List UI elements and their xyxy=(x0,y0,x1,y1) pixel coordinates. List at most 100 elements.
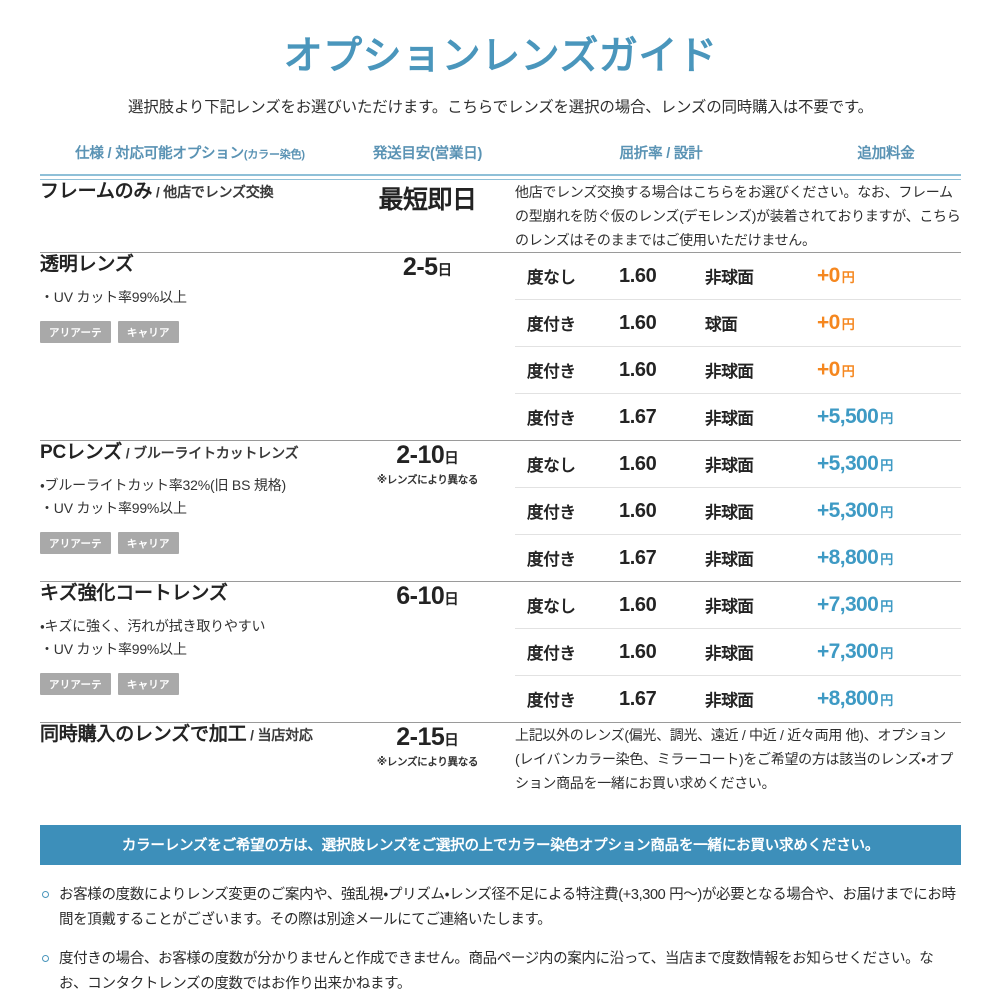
option-price-value: +8,800 xyxy=(817,687,879,711)
shipping-cell: 最短即日 xyxy=(340,180,515,253)
option-price-currency: 円 xyxy=(880,693,894,709)
table-row: 同時購入のレンズで加工 / 当店対応 2-15日 ※レンズにより異なる 上記以外のレン… xyxy=(40,722,961,796)
option-tag-badge: アリアーテ xyxy=(40,532,111,554)
option-price-currency: 円 xyxy=(880,458,894,474)
spec-bullet-list: ・キズに強く、汚れが拭き取りやすい ・UV カット率99%以上 xyxy=(40,615,340,661)
option-refractive-index: 1.67 xyxy=(619,393,705,441)
spec-title-main: PCレンズ xyxy=(40,442,123,464)
shipping-estimate-unit: 日 xyxy=(444,733,459,750)
price-option-row: 度付き 1.67 非球面 +8,800 円 xyxy=(515,675,961,723)
price-option-row: 度付き 1.60 非球面 +5,300 円 xyxy=(515,487,961,535)
table-row: 透明レンズ ・UV カット率99%以上 アリアーテ キャリア 2-5日 度なし 1.60 非球… xyxy=(40,252,961,441)
shipping-estimate: 最短即日 xyxy=(340,180,515,216)
spec-bullet-list: ・ブルーライトカット率32%(旧 BS 規格) ・UV カット率99%以上 xyxy=(40,474,340,520)
price-option-row: 度付き 1.60 非球面 +7,300 円 xyxy=(515,628,961,676)
description-cell: 他店でレンズ交換する場合はこちらをお選びください。なお、フレームの型崩れを防ぐ仮… xyxy=(515,180,961,253)
spec-title-main: フレームのみ xyxy=(40,180,153,202)
option-tag-badge: キャリア xyxy=(117,320,179,343)
shipping-estimate-value: 6-10 xyxy=(396,582,445,611)
note-bullet-icon xyxy=(42,891,49,899)
option-price: +7,300 円 xyxy=(817,582,961,629)
option-design: 非球面 xyxy=(705,346,817,394)
note-bullet-icon xyxy=(42,955,49,963)
shipping-cell: 6-10日 xyxy=(340,581,515,723)
table-row: フレームのみ / 他店でレンズ交換 最短即日 他店でレンズ交換する場合はこちらをお選… xyxy=(40,180,961,253)
option-power: 度なし xyxy=(527,457,576,476)
spec-title-main: 透明レンズ xyxy=(40,254,134,276)
option-refractive-index: 1.60 xyxy=(619,299,705,347)
price-options-cell: 度なし 1.60 非球面 +0 円度付き 1.60 球面 +0 円度付き 1.60 非球面 +0 円度付… xyxy=(515,252,961,441)
footer-note: お客様の度数によりレンズ変更のご案内や、強乱視・プリズム・レンズ径不足による特注… xyxy=(40,883,961,933)
option-price: +0 円 xyxy=(817,253,961,300)
spec-cell: PCレンズ / ブルーライトカットレンズ・ブルーライトカット率32%(旧 BS … xyxy=(40,440,340,582)
column-header-spec: 仕様 / 対応可能オプション(カラー染色) xyxy=(40,141,340,174)
spec-bullet-item: ・ブルーライトカット率32%(旧 BS 規格) xyxy=(40,476,286,493)
option-power: 度なし xyxy=(527,269,576,288)
shipping-estimate: 6-10日 xyxy=(340,582,515,611)
price-options-table: 度なし 1.60 非球面 +5,300 円度付き 1.60 非球面 +5,300 円度付き 1.6… xyxy=(515,441,961,582)
option-design: 非球面 xyxy=(705,628,817,676)
column-header-index-design: 屈折率 / 設計 xyxy=(619,145,703,162)
shipping-cell: 2-10日 ※レンズにより異なる xyxy=(340,440,515,582)
shipping-estimate-value: 2-10 xyxy=(396,441,445,470)
option-price-currency: 円 xyxy=(841,364,855,380)
footer-note-text: 度付きの場合、お客様の度数が分かりませんと作成できません。商品ページ内の案内に沿… xyxy=(59,951,934,993)
spec-title: PCレンズ / ブルーライトカットレンズ xyxy=(40,441,340,466)
option-price: +0 円 xyxy=(817,299,961,347)
option-tag-list: アリアーテ キャリア xyxy=(40,673,340,695)
description-text: 上記以外のレンズ(偏光、調光、遠近 / 中近 / 近々両用 他)、オプション(レ… xyxy=(515,727,954,792)
shipping-estimate-unit: 日 xyxy=(437,263,453,280)
option-refractive-index: 1.67 xyxy=(619,675,705,723)
option-price-currency: 円 xyxy=(880,599,894,615)
spec-bullet-item: ・UV カット率99%以上 xyxy=(40,499,187,516)
option-tag-list: アリアーテ キャリア xyxy=(40,532,340,554)
column-header-index-price: 屈折率 / 設計 追加料金 xyxy=(515,141,961,174)
footer-note: 度付きの場合、お客様の度数が分かりませんと作成できません。商品ページ内の案内に沿… xyxy=(40,947,961,997)
spec-cell: 透明レンズ・UV カット率99%以上 アリアーテ キャリア xyxy=(40,252,340,441)
lens-options-table: 仕様 / 対応可能オプション(カラー染色) 発送目安(営業日) 屈折率 / 設計… xyxy=(40,141,961,796)
option-refractive-index: 1.67 xyxy=(619,534,705,582)
option-tag-badge: アリアーテ xyxy=(40,320,111,343)
spec-bullet-item: ・UV カット率99%以上 xyxy=(40,640,187,657)
shipping-estimate: 2-15日 xyxy=(340,723,515,752)
shipping-estimate-value: 最短即日 xyxy=(378,185,477,214)
option-tag-badge: キャリア xyxy=(117,532,179,554)
shipping-estimate-value: 2-5 xyxy=(402,253,438,282)
shipping-estimate-value: 2-15 xyxy=(396,723,445,752)
price-option-row: 度なし 1.60 非球面 +5,300 円 xyxy=(515,441,961,488)
color-lens-banner: カラーレンズをご希望の方は、選択肢レンズをご選択の上でカラー染色オプション商品を… xyxy=(40,825,961,866)
footer-note-text: お客様の度数によりレンズ変更のご案内や、強乱視・プリズム・レンズ径不足による特注… xyxy=(59,887,956,929)
price-option-row: 度なし 1.60 非球面 +0 円 xyxy=(515,253,961,300)
table-body: フレームのみ / 他店でレンズ交換 最短即日 他店でレンズ交換する場合はこちらをお選… xyxy=(40,180,961,796)
footer-notes: お客様の度数によりレンズ変更のご案内や、強乱視・プリズム・レンズ径不足による特注… xyxy=(40,883,961,997)
price-options-table: 度なし 1.60 非球面 +0 円度付き 1.60 球面 +0 円度付き 1.60 非球面 +0 円度付… xyxy=(515,253,961,441)
option-design: 非球面 xyxy=(705,675,817,723)
option-price: +8,800 円 xyxy=(817,534,961,582)
option-price-value: +7,300 xyxy=(817,640,879,664)
option-price-value: +7,300 xyxy=(817,593,879,617)
option-price-value: +0 xyxy=(817,311,840,335)
option-power: 度付き xyxy=(515,487,619,535)
spec-bullet-list: ・UV カット率99%以上 xyxy=(40,286,340,309)
option-price-value: +0 xyxy=(817,264,840,288)
option-price-currency: 円 xyxy=(880,411,894,427)
spec-title: 透明レンズ xyxy=(40,253,340,278)
spec-bullet-item: ・キズに強く、汚れが拭き取りやすい xyxy=(40,617,266,634)
option-tag-list: アリアーテ キャリア xyxy=(40,320,340,343)
shipping-estimate: 2-10日 xyxy=(340,441,515,470)
option-price-value: +0 xyxy=(817,358,840,382)
shipping-estimate: 2-5日 xyxy=(340,253,515,282)
option-price-value: +5,300 xyxy=(817,499,879,523)
page-subtitle: 選択肢より下記レンズをお選びいただけます。こちらでレンズを選択の場合、レンズの同… xyxy=(128,98,873,116)
price-options-table: 度なし 1.60 非球面 +7,300 円度付き 1.60 非球面 +7,300 円度付き 1.6… xyxy=(515,582,961,723)
option-price: +5,300 円 xyxy=(817,441,961,488)
price-option-row: 度付き 1.60 非球面 +0 円 xyxy=(515,346,961,394)
option-design: 非球面 xyxy=(705,534,817,582)
option-design: 非球面 xyxy=(705,598,754,617)
option-price-currency: 円 xyxy=(841,317,855,333)
option-price: +0 円 xyxy=(817,346,961,394)
option-design: 非球面 xyxy=(705,457,754,476)
table-header-row: 仕様 / 対応可能オプション(カラー染色) 発送目安(営業日) 屈折率 / 設計… xyxy=(40,141,961,174)
option-design: 非球面 xyxy=(705,393,817,441)
